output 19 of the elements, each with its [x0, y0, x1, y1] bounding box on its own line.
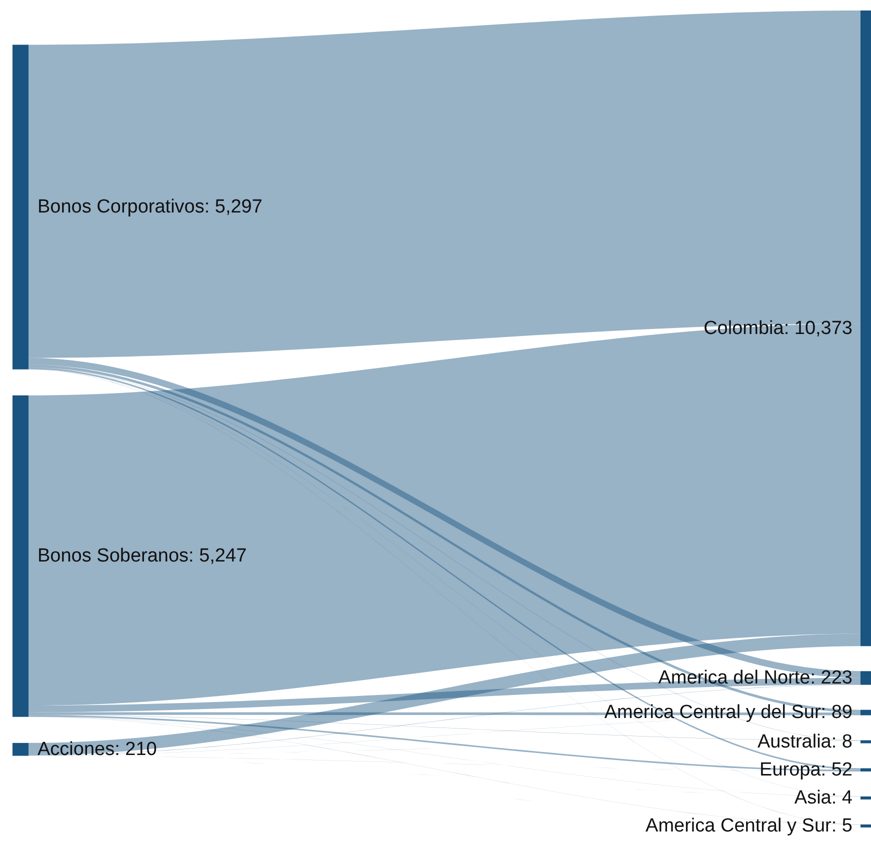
data-label: : 8 — [831, 731, 852, 752]
data-label: : 5 — [831, 815, 852, 836]
data-label: : 210 — [114, 738, 157, 760]
data-label: : 5,297 — [204, 196, 262, 218]
category-label: America Central y Sur — [646, 815, 832, 836]
category-label: Bonos Soberanos — [38, 546, 189, 567]
category-label: Australia — [757, 731, 832, 752]
category-label: America Central y del Sur — [604, 702, 822, 724]
category-label: Europa — [760, 759, 822, 780]
data-label: : 52 — [820, 759, 853, 780]
category-label: America del Norte — [658, 667, 810, 688]
category-label: Bonos Corporativos — [38, 196, 204, 218]
data-label: : 10,373 — [784, 318, 852, 339]
data-label: : 223 — [810, 667, 853, 688]
category-label: Asia — [794, 787, 832, 808]
category-label: Acciones — [38, 738, 115, 760]
data-label: : 89 — [820, 702, 853, 724]
data-label: : 5,247 — [188, 546, 247, 567]
data-label: : 4 — [831, 787, 853, 808]
